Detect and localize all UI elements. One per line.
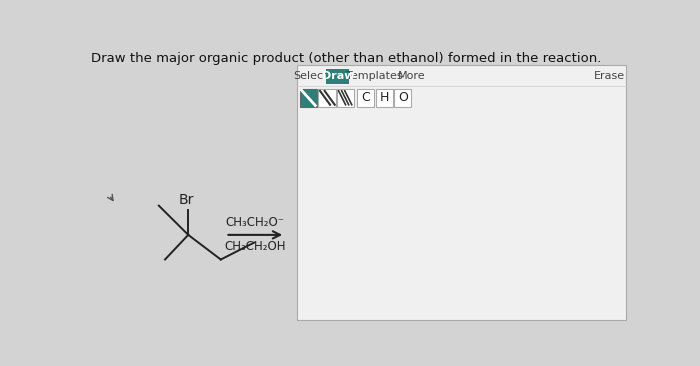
Text: C: C <box>361 92 370 104</box>
Bar <box>376 89 393 107</box>
Text: O: O <box>398 92 408 104</box>
Bar <box>297 66 626 320</box>
Text: Erase: Erase <box>594 71 624 81</box>
Text: More: More <box>398 71 426 81</box>
Bar <box>337 89 354 107</box>
Bar <box>394 89 412 107</box>
Text: Draw the major organic product (other than ethanol) formed in the reaction.: Draw the major organic product (other th… <box>92 52 602 65</box>
Text: Draw: Draw <box>321 71 354 81</box>
Text: Select: Select <box>293 71 328 81</box>
Bar <box>326 68 349 84</box>
Bar <box>357 89 374 107</box>
Text: Templates: Templates <box>346 71 402 81</box>
Text: Br: Br <box>179 193 195 207</box>
Text: CH₃CH₂OH: CH₃CH₂OH <box>225 239 286 253</box>
Bar <box>318 89 335 107</box>
Bar <box>300 89 317 107</box>
Text: CH₃CH₂O⁻: CH₃CH₂O⁻ <box>226 216 285 229</box>
Text: H: H <box>379 92 389 104</box>
